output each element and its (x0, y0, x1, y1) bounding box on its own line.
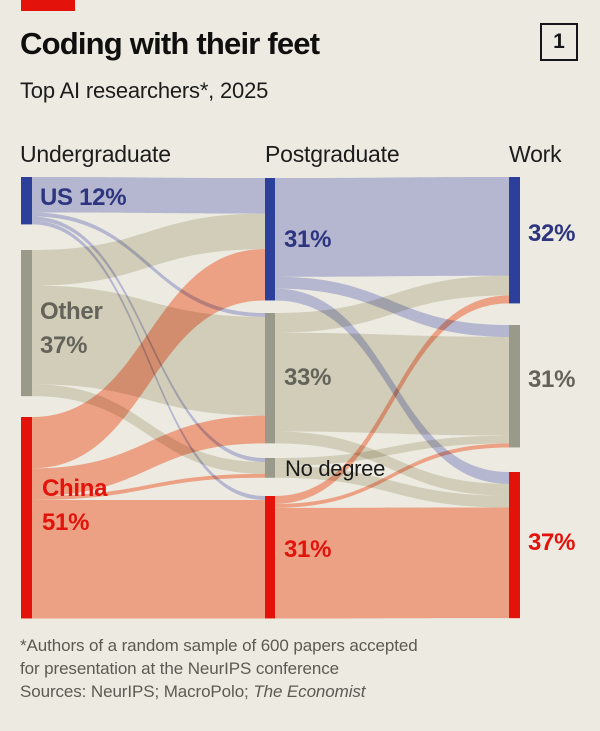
label-postgrad-other: 33% (284, 364, 332, 391)
sources-italic: The Economist (253, 682, 366, 701)
sankey-flow-p_other-w_us (275, 275, 509, 333)
label-undergrad-china: China (42, 475, 108, 502)
label-undergrad-other-pct: 37% (40, 332, 88, 359)
sankey-node-u_other (21, 250, 32, 397)
sankey-node-p_none (265, 458, 275, 478)
label-work-other: 31% (528, 366, 576, 393)
figure-number-box: 1 (540, 23, 578, 61)
sankey-flow-u_other-p_us (32, 213, 265, 286)
label-undergrad-other: Other (40, 298, 103, 325)
sankey-flow-p_other-w_other (275, 332, 509, 436)
sankey-flow-p_china-w_us (275, 295, 509, 504)
sankey-flow-u_us-p_us (32, 177, 265, 214)
sankey-flow-p_none-w_other (275, 435, 509, 466)
sankey-flow-u_china-p_other (32, 415, 265, 496)
sankey-flow-p_china-w_china (275, 507, 509, 619)
sankey-node-w_other (509, 325, 520, 448)
sankey-node-u_china (21, 417, 32, 619)
footnote: *Authors of a random sample of 600 paper… (20, 634, 418, 703)
sankey-flow-p_other-w_china (275, 431, 509, 496)
sankey-flow-p_china-w_other (275, 443, 509, 508)
economist-red-tag (21, 0, 75, 11)
footnote-line1: *Authors of a random sample of 600 paper… (20, 636, 418, 655)
column-header-postgraduate: Postgraduate (265, 141, 400, 167)
sankey-flow-u_other-p_none (32, 384, 265, 474)
label-work-us: 32% (528, 220, 576, 247)
column-header-work: Work (509, 141, 562, 167)
sankey-node-w_china (509, 472, 520, 619)
label-undergrad-china-pct: 51% (42, 509, 90, 536)
footnote-line2: for presentation at the NeurIPS conferen… (20, 659, 339, 678)
sankey-flow-p_us-w_us (275, 177, 509, 277)
sankey-node-p_china (265, 496, 275, 619)
page-title: Coding with their feet (20, 26, 320, 61)
label-postgrad-none: No degree (285, 456, 386, 481)
sankey-flow-u_china-p_china (32, 499, 265, 619)
column-header-undergraduate: Undergraduate (20, 141, 171, 167)
sankey-node-p_us (265, 178, 275, 301)
label-postgrad-us: 31% (284, 226, 332, 253)
label-undergrad-us: US 12% (40, 184, 127, 211)
sankey-node-u_us (21, 177, 32, 225)
sankey-node-p_other (265, 313, 275, 444)
sources-prefix: Sources: NeurIPS; MacroPolo; (20, 682, 254, 701)
page-subtitle: Top AI researchers*, 2025 (20, 78, 269, 103)
sources-line: Sources: NeurIPS; MacroPolo; The Economi… (20, 680, 418, 703)
label-work-china: 37% (528, 529, 576, 556)
sankey-node-w_us (509, 177, 520, 304)
figure-number: 1 (553, 30, 565, 53)
label-postgrad-china: 31% (284, 536, 332, 563)
sankey-flow-u_china-p_none (32, 473, 265, 500)
sankey-flow-u_china-p_us (32, 249, 265, 469)
